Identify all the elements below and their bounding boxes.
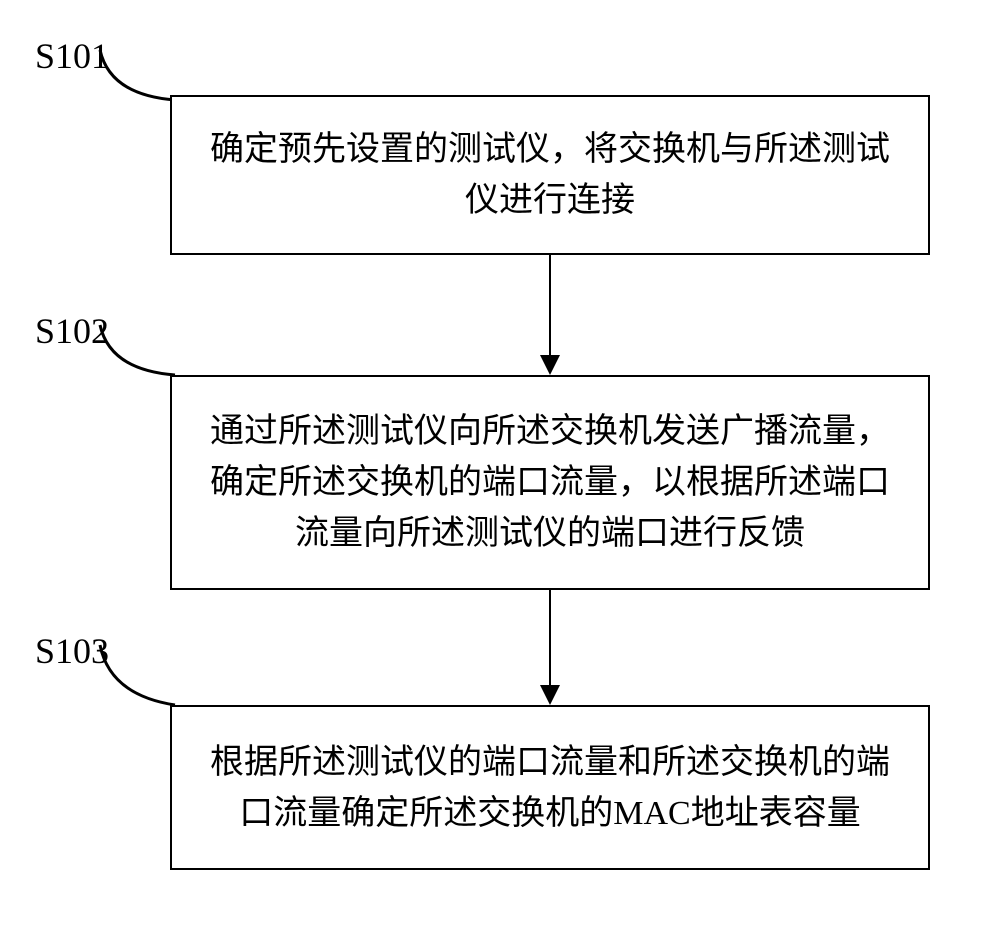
flowchart-container: S101 确定预先设置的测试仪，将交换机与所述测试仪进行连接 S102 通过所述…: [0, 0, 1000, 932]
step-text-s103: 根据所述测试仪的端口流量和所述交换机的端口流量确定所述交换机的MAC地址表容量: [202, 737, 898, 839]
step-text-s102: 通过所述测试仪向所述交换机发送广播流量，确定所述交换机的端口流量，以根据所述端口…: [202, 406, 898, 559]
connector-curve-s103: [95, 640, 185, 715]
step-box-s102: 通过所述测试仪向所述交换机发送广播流量，确定所述交换机的端口流量，以根据所述端口…: [170, 375, 930, 590]
arrow-s102-s103: [530, 590, 570, 707]
step-box-s103: 根据所述测试仪的端口流量和所述交换机的端口流量确定所述交换机的MAC地址表容量: [170, 705, 930, 870]
arrow-s101-s102: [530, 255, 570, 377]
step-box-s101: 确定预先设置的测试仪，将交换机与所述测试仪进行连接: [170, 95, 930, 255]
step-text-s101: 确定预先设置的测试仪，将交换机与所述测试仪进行连接: [202, 124, 898, 226]
